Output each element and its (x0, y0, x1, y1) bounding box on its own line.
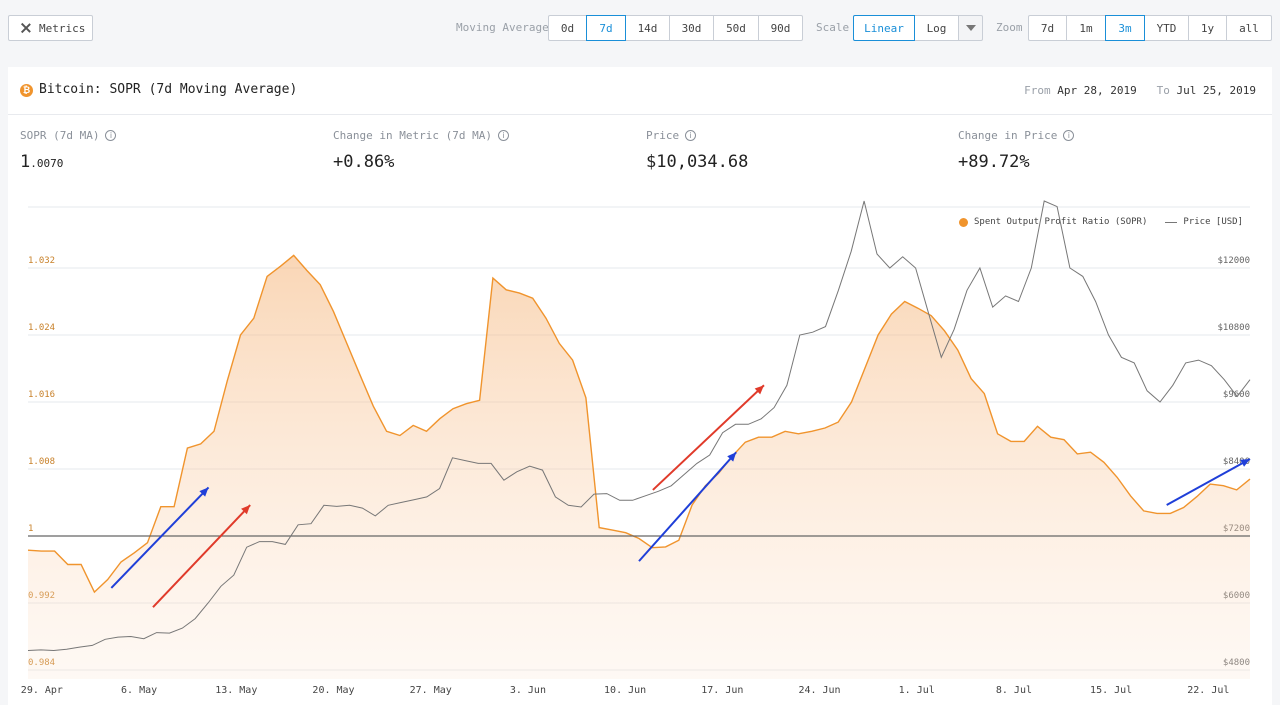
chart-title: Bitcoin: SOPR (7d Moving Average) (39, 82, 298, 97)
ma-option-0d[interactable]: 0d (548, 15, 587, 41)
stat-change-price: Change in Price i +89.72% (958, 129, 1075, 172)
sopr-price-chart: 0.9840.99211.0081.0161.0241.032$4800$600… (21, 200, 1251, 696)
x-tick-label: 1. Jul (899, 685, 935, 696)
x-tick-label: 22. Jul (1187, 685, 1229, 696)
legend-price-swatch (1165, 221, 1178, 223)
info-icon[interactable]: i (1063, 130, 1075, 141)
stat-label: Change in Metric (7d MA) (333, 129, 492, 142)
x-tick-label: 20. May (312, 685, 354, 696)
stat-price: Price i $10,034.68 (646, 129, 748, 172)
scale-option-log[interactable]: Log (914, 15, 959, 41)
ma-option-50d[interactable]: 50d (713, 15, 759, 41)
sopr-area (28, 255, 1250, 679)
to-label: To (1156, 84, 1170, 97)
info-icon[interactable]: i (497, 130, 509, 141)
chevron-down-icon (965, 25, 976, 31)
scale-label: Scale (816, 21, 850, 34)
to-date[interactable]: Jul 25, 2019 (1176, 84, 1256, 97)
from-label: From (1024, 84, 1051, 97)
ma-option-30d[interactable]: 30d (669, 15, 714, 41)
x-tick-label: 8. Jul (996, 685, 1032, 696)
x-tick-label: 17. Jun (701, 685, 743, 696)
stat-value-main: 1 (20, 152, 31, 172)
y-right-tick-label: $8400 (1223, 457, 1250, 467)
x-tick-label: 27. May (410, 685, 452, 696)
annotation-arrow-head (727, 452, 737, 462)
stat-value-small: .0070 (30, 157, 64, 170)
legend-sopr-swatch (959, 217, 968, 227)
annotation-arrow-shaft (638, 451, 737, 562)
y-left-tick-label: 1 (28, 524, 33, 534)
stat-label: SOPR (7d MA) (20, 129, 100, 142)
zoom-option-all[interactable]: all (1226, 15, 1272, 41)
top-toolbar: Metrics Moving Average 0d 7d 14d 30d 50d… (0, 0, 1280, 58)
sopr-line (27, 254, 1251, 594)
annotation-arrow-shaft (152, 504, 251, 608)
y-right-tick-label: $12000 (1217, 256, 1250, 266)
price-line (27, 200, 1251, 652)
x-tick-label: 10. Jun (604, 685, 646, 696)
zoom-option-7d[interactable]: 7d (1028, 15, 1067, 41)
ma-option-90d[interactable]: 90d (758, 15, 803, 41)
stat-value-main: +89.72% (958, 152, 1030, 172)
stat-value-main: $10,034.68 (646, 152, 749, 172)
y-left-tick-label: 1.024 (28, 323, 55, 333)
stat-sopr: SOPR (7d MA) i 1.0070 (20, 129, 117, 172)
annotation-arrow-shaft (1166, 458, 1251, 506)
zoom-label: Zoom (996, 21, 1023, 34)
annotation-arrow-head (1240, 458, 1250, 467)
stat-label: Change in Price (958, 129, 1058, 142)
x-tick-label: 24. Jun (798, 685, 840, 696)
stat-change-metric: Change in Metric (7d MA) i +0.86% (333, 129, 509, 172)
x-tick-label: 15. Jul (1090, 685, 1132, 696)
stat-label: Price (646, 129, 680, 142)
x-tick-label: 29. Apr (21, 685, 63, 696)
ma-option-14d[interactable]: 14d (625, 15, 670, 41)
info-icon[interactable]: i (105, 130, 117, 141)
zoom-option-1m[interactable]: 1m (1066, 15, 1106, 41)
metrics-button[interactable]: Metrics (8, 15, 93, 41)
annotation-arrow-head (241, 505, 251, 515)
from-date[interactable]: Apr 28, 2019 (1057, 84, 1137, 97)
x-tick-label: 3. Jun (510, 685, 546, 696)
ma-option-7d[interactable]: 7d (586, 15, 626, 41)
y-right-tick-label: $10800 (1217, 323, 1250, 333)
annotation-arrow-head (199, 487, 209, 497)
info-icon[interactable]: i (685, 130, 697, 141)
chart-card: ₿ Bitcoin: SOPR (7d Moving Average) From… (8, 67, 1272, 705)
date-range: From Apr 28, 2019 To Jul 25, 2019 (1024, 84, 1256, 97)
bitcoin-icon: ₿ (20, 84, 33, 97)
zoom-option-ytd[interactable]: YTD (1144, 15, 1189, 41)
zoom-option-1y[interactable]: 1y (1188, 15, 1227, 41)
annotation-arrow-shaft (110, 486, 210, 589)
y-left-tick-label: 1.032 (28, 256, 55, 266)
x-tick-label: 13. May (215, 685, 257, 696)
x-tick-label: 6. May (121, 685, 157, 696)
legend-price-label[interactable]: Price [USD] (1183, 217, 1243, 227)
close-icon (21, 23, 31, 33)
moving-average-label: Moving Average (456, 21, 549, 34)
y-left-tick-label: 1.008 (28, 457, 55, 467)
annotation-arrow-shaft (652, 384, 765, 491)
card-header: ₿ Bitcoin: SOPR (7d Moving Average) From… (8, 67, 1272, 115)
y-left-tick-label: 1.016 (28, 390, 55, 400)
scale-dropdown-button[interactable] (958, 15, 983, 41)
annotation-arrow-head (754, 385, 764, 395)
scale-option-linear[interactable]: Linear (853, 15, 915, 41)
stat-value-main: +0.86% (333, 152, 395, 172)
zoom-option-3m[interactable]: 3m (1105, 15, 1145, 41)
metrics-button-label: Metrics (39, 21, 86, 35)
